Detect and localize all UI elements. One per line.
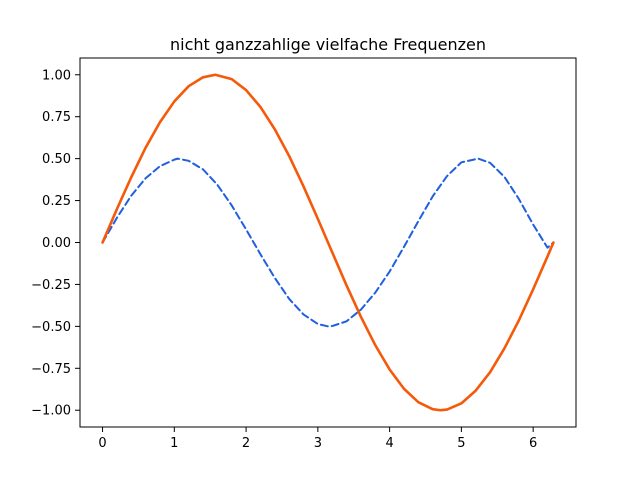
y-tick-label: 0.25 <box>42 194 71 209</box>
y-tick-label: −1.00 <box>31 404 71 419</box>
y-tick-label: 0.50 <box>42 152 71 167</box>
y-tick-label: −0.75 <box>31 362 71 377</box>
y-tick-label: −0.50 <box>31 320 71 335</box>
y-tick-label: 1.00 <box>42 68 71 83</box>
x-tick-label: 3 <box>314 436 322 451</box>
chart-title: nicht ganzzahlige vielfache Frequenzen <box>170 35 486 54</box>
x-tick-label: 4 <box>385 436 393 451</box>
x-tick-label: 6 <box>529 436 537 451</box>
x-axis: 0 1 2 3 4 5 6 <box>98 427 537 451</box>
y-tick-label: 0.75 <box>42 110 71 125</box>
series-layer <box>101 73 555 412</box>
x-tick-label: 5 <box>457 436 465 451</box>
series-line-1 <box>101 157 555 328</box>
y-axis: 1.00 0.75 0.50 0.25 0.00 −0.25 −0.50 −0.75 −1.00 <box>31 68 80 419</box>
x-tick-label: 1 <box>170 436 178 451</box>
plot-frame <box>79 57 577 428</box>
x-tick-label: 0 <box>98 436 106 451</box>
y-tick-label: 0.00 <box>42 236 71 251</box>
y-tick-label: −0.25 <box>31 278 71 293</box>
series-line-2 <box>101 73 555 412</box>
x-tick-label: 2 <box>242 436 250 451</box>
